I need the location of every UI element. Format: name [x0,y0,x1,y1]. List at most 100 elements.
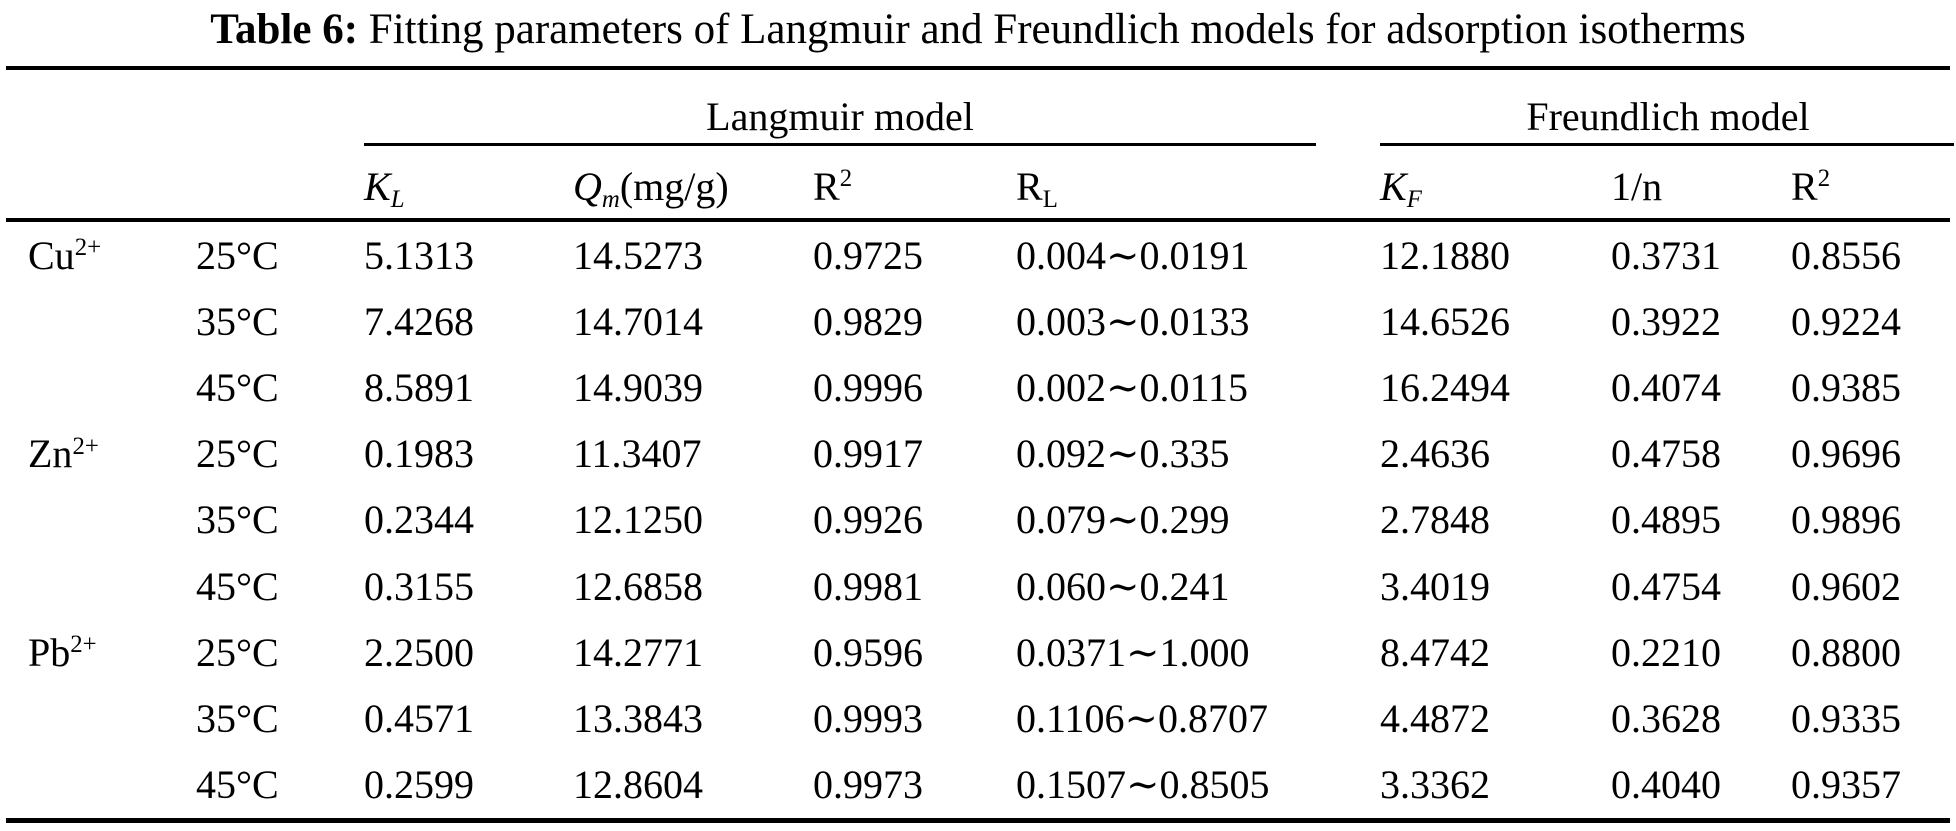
kf-value: 2.7848 [1380,497,1490,543]
table-row: Pb2+ 25°C 2.2500 14.2771 0.9596 0.0371∼1.000 8… [0,619,1956,685]
temp-cell: 25°C [196,629,279,675]
kl-value: 0.2599 [364,762,474,808]
group-header-freundlich-label: Freundlich model [1526,94,1810,139]
group-header-freundlich: Freundlich model [1380,70,1956,146]
table-row: 45°C 8.5891 14.9039 0.9996 0.002∼0.0115 16.24… [0,354,1956,420]
kl-value: 2.2500 [364,629,474,675]
r2-langmuir-value: 0.9981 [813,563,923,609]
kf-value: 4.4872 [1380,695,1490,741]
rl-range: 0.092∼0.335 [1016,431,1230,477]
kf-value: 3.4019 [1380,563,1490,609]
kl-subscript: L [390,185,405,213]
r2-freundlich-value: 0.9357 [1791,762,1901,808]
col-header-kl: KL [364,163,573,218]
table-caption: Table 6: Fitting parameters of Langmuir … [0,0,1956,66]
ion-cell: Cu2+ [28,232,196,279]
qm-value: 11.3407 [573,431,702,477]
ion-charge: 2+ [70,631,97,659]
kl-value: 0.2344 [364,497,474,543]
one-over-n-value: 0.2210 [1611,629,1721,675]
r2-freundlich-value: 0.9224 [1791,298,1901,344]
ion-cell: Pb2+ [28,629,196,676]
rl-range: 0.060∼0.241 [1016,563,1230,609]
kl-value: 0.4571 [364,695,474,741]
qm-value: 14.5273 [573,232,703,278]
qm-value: 12.1250 [573,497,703,543]
temp-cell: 45°C [196,563,279,609]
r2-freundlich-value: 0.9602 [1791,563,1901,609]
kf-subscript: F [1406,185,1422,213]
qm-unit: (mg/g) [619,164,729,209]
kf-value: 16.2494 [1380,364,1510,410]
qm-symbol: Q [573,164,602,209]
kl-value: 8.5891 [364,364,474,410]
r2-freundlich-value: 0.8556 [1791,232,1901,278]
qm-value: 12.8604 [573,762,703,808]
r2-langmuir-value: 0.9829 [813,298,923,344]
kl-value: 7.4268 [364,298,474,344]
r2-freundlich-value: 0.9696 [1791,431,1901,477]
table-caption-text: Fitting parameters of Langmuir and Freun… [358,6,1746,53]
qm-value: 14.7014 [573,298,703,344]
qm-value: 13.3843 [573,695,703,741]
kf-symbol: K [1380,164,1407,209]
r2-freundlich-value: 0.9335 [1791,695,1901,741]
ion-symbol: Pb [28,629,71,675]
table-row: 35°C 7.4268 14.7014 0.9829 0.003∼0.0133 14.65… [0,288,1956,354]
temp-cell: 25°C [196,431,279,477]
rl-symbol: R [1016,164,1043,209]
freundlich-group-underline [1380,143,1954,146]
ion-symbol: Zn [28,431,73,477]
temp-cell: 35°C [196,497,279,543]
ion-charge: 2+ [72,432,99,460]
temp-cell: 45°C [196,364,279,410]
r2-symbol: R [1791,164,1818,209]
top-rule [6,66,1950,70]
kf-value: 14.6526 [1380,298,1510,344]
temp-cell: 35°C [196,695,279,741]
r2-superscript: 2 [839,165,853,193]
rl-subscript: L [1042,185,1058,213]
kf-value: 8.4742 [1380,629,1490,675]
temp-cell: 25°C [196,232,279,278]
one-over-n-value: 0.3628 [1611,695,1721,741]
kf-value: 12.1880 [1380,232,1510,278]
temp-cell: 35°C [196,298,279,344]
kl-value: 0.1983 [364,431,474,477]
rl-range: 0.0371∼1.000 [1016,629,1250,675]
table-row: Cu2+ 25°C 5.1313 14.5273 0.9725 0.004∼0.0191 1… [0,222,1956,288]
ion-charge: 2+ [74,233,102,261]
kf-value: 3.3362 [1380,762,1490,808]
one-over-n-value: 0.4758 [1611,431,1721,477]
table-row: Zn2+ 25°C 0.1983 11.3407 0.9917 0.092∼0.335 2.… [0,421,1956,487]
col-header-rl: RL [1016,163,1380,218]
bottom-rule [6,817,1950,823]
col-header-qm: Qm(mg/g) [573,163,813,218]
r2-langmuir-value: 0.9996 [813,364,923,410]
one-over-n-value: 0.4040 [1611,762,1721,808]
table-row: 45°C 0.2599 12.8604 0.9973 0.1507∼0.8505 3.33… [0,752,1956,818]
qm-value: 14.9039 [573,364,703,410]
r2-freundlich-value: 0.9896 [1791,497,1901,543]
r2-freundlich-value: 0.9385 [1791,364,1901,410]
col-header-r2-freundlich: R2 [1791,163,1956,218]
rl-range: 0.003∼0.0133 [1016,298,1250,344]
qm-value: 12.6858 [573,563,703,609]
table-row: 35°C 0.4571 13.3843 0.9993 0.1106∼0.8707 4.48… [0,685,1956,751]
kl-symbol: K [364,164,391,209]
header-body-rule [6,218,1950,222]
r2-langmuir-value: 0.9917 [813,431,923,477]
qm-value: 14.2771 [573,629,703,675]
table-caption-label: Table 6: [210,6,359,53]
qm-subscript: m [601,185,620,213]
kl-value: 5.1313 [364,232,474,278]
temp-cell: 45°C [196,762,279,808]
rl-range: 0.004∼0.0191 [1016,232,1250,278]
col-header-1n: 1/n [1611,164,1663,209]
ion-cell: Zn2+ [28,430,196,477]
rl-range: 0.079∼0.299 [1016,497,1230,543]
r2-symbol: R [813,164,840,209]
group-header-langmuir: Langmuir model [364,70,1380,146]
group-header-row: Langmuir model Freundlich model [0,70,1956,146]
